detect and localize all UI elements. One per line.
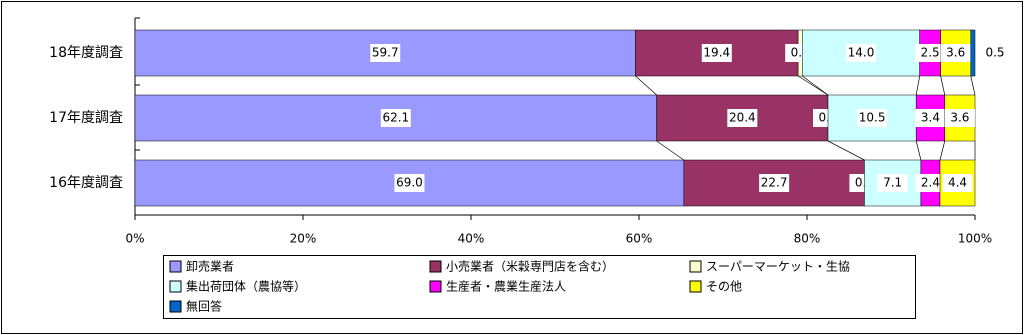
legend-swatch <box>689 280 702 293</box>
label-bg <box>370 44 401 62</box>
data-label: 3.6 <box>950 111 969 125</box>
data-label: 3.6 <box>946 46 965 60</box>
label-bg <box>845 44 876 62</box>
legend-swatch <box>169 300 182 313</box>
series-line <box>827 140 865 161</box>
bar-segment <box>134 29 636 77</box>
data-label: 19.4 <box>703 46 730 60</box>
series-line <box>635 75 657 96</box>
legend-label: その他 <box>706 280 742 294</box>
x-tick-label: 80% <box>794 232 821 246</box>
data-label: 20.4 <box>729 111 756 125</box>
label-bg <box>942 174 973 192</box>
label-bg <box>944 109 975 127</box>
data-label: 69.0 <box>396 176 423 190</box>
x-tick-label: 20% <box>290 232 317 246</box>
legend-label: 生産者・農業生産法人 <box>446 279 566 294</box>
data-label: 22.7 <box>761 176 788 190</box>
data-label: 7.1 <box>883 176 902 190</box>
label-bg <box>380 109 411 127</box>
series-line <box>915 75 921 96</box>
label-bg <box>877 174 908 192</box>
data-label: 14.0 <box>848 46 875 60</box>
series-line <box>802 75 829 96</box>
legend-box <box>163 255 916 319</box>
series-line <box>797 75 829 96</box>
legend-swatch <box>169 260 182 273</box>
label-bg <box>759 174 790 192</box>
label-bg <box>915 109 946 127</box>
data-label: 59.7 <box>372 46 399 60</box>
legend-label: 無回答 <box>186 299 222 314</box>
legend-swatch <box>429 260 442 273</box>
x-tick-label: 0% <box>125 232 144 246</box>
label-bg <box>915 174 946 192</box>
label-bg <box>394 174 425 192</box>
label-bg <box>701 44 732 62</box>
series-line <box>915 140 922 161</box>
data-label: 2.4 <box>921 176 940 190</box>
category-label: 16年度調査 <box>49 175 123 191</box>
legend-label: 小売業者（米穀専門店を含む） <box>446 259 614 274</box>
legend-swatch <box>169 280 182 293</box>
label-bg <box>857 109 888 127</box>
series-line <box>939 140 946 161</box>
category-label: 17年度調査 <box>49 110 123 126</box>
x-tick-label: 100% <box>958 232 992 246</box>
data-label: 10.5 <box>859 111 886 125</box>
legend-label: 集出荷団体（農協等） <box>186 279 306 294</box>
data-label: 3.4 <box>921 111 940 125</box>
x-tick-label: 60% <box>626 232 653 246</box>
bar-segment <box>970 29 976 77</box>
x-tick-label: 40% <box>458 232 485 246</box>
label-bg <box>940 44 971 62</box>
legend-swatch <box>429 280 442 293</box>
legend-label: 卸売業者 <box>186 259 234 274</box>
label-bg <box>727 109 758 127</box>
data-label: 2.5 <box>921 46 940 60</box>
label-bg <box>915 44 946 62</box>
series-line <box>970 75 976 96</box>
series-line <box>656 140 685 161</box>
data-label: 0.5 <box>985 46 1004 60</box>
legend-label: スーパーマーケット・生協 <box>706 259 850 274</box>
data-label: 62.1 <box>382 111 409 125</box>
series-line <box>940 75 946 96</box>
category-label: 18年度調査 <box>49 45 123 61</box>
legend-swatch <box>689 260 702 273</box>
data-label: 4.4 <box>948 176 967 190</box>
